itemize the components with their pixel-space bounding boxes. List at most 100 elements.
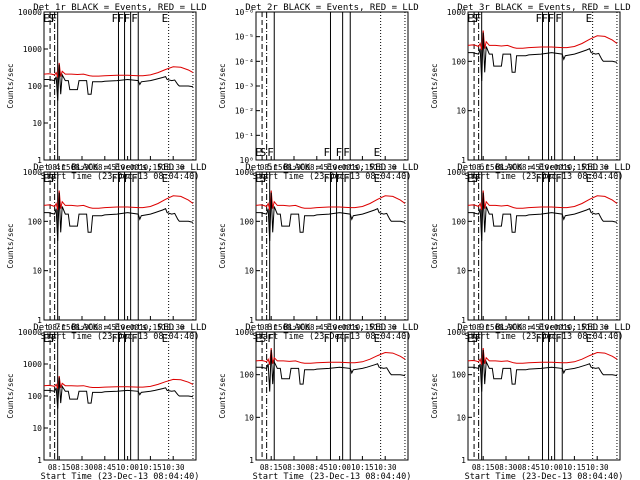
marker-label: F [111, 332, 118, 345]
x-tick-label: 10:15 [351, 463, 374, 472]
marker-label: S [48, 12, 55, 25]
series-events-line [256, 192, 406, 242]
x-tick-label: 10:00 [328, 323, 351, 332]
plot-frame [43, 11, 197, 161]
marker-label: E [255, 332, 262, 345]
x-tick-label: 08:45 [94, 163, 117, 172]
series-events-line [44, 192, 194, 242]
marker-label: E [43, 12, 50, 25]
panel-6: Det 6r BLACK = Events, RED = LLD 1 10 100 10… [430, 163, 631, 342]
marker-label: F [336, 332, 343, 345]
x-tick-label: 08:15 [48, 463, 71, 472]
y-tick-label: 1000 [447, 168, 466, 177]
series-lld-line [44, 190, 194, 211]
x-tick-label: 10:00 [328, 463, 351, 472]
panel-5: Det 5r BLACK = Events, RED = LLD 1 10 100 10… [218, 163, 419, 342]
y-tick-label: 10⁻⁵ [235, 33, 254, 42]
x-tick-label: 10:30 [374, 323, 397, 332]
y-axis-label: Counts/sec [218, 63, 227, 108]
x-tick-label: 08:15 [472, 323, 495, 332]
y-tick-label: 1000 [447, 328, 466, 337]
x-tick-label: 08:15 [472, 163, 495, 172]
marker-label: E [43, 172, 50, 185]
y-tick-label: 10⁻⁶ [235, 8, 254, 17]
marker-label: F [323, 172, 330, 185]
series-events-line [468, 192, 618, 242]
marker-label: F [131, 12, 138, 25]
y-axis-label: Counts/sec [218, 373, 227, 418]
marker-label: F [131, 172, 138, 185]
marker-label: F [548, 332, 555, 345]
y-tick-label: 1000 [447, 8, 466, 17]
marker-label: F [542, 12, 549, 25]
y-tick-label: 10 [32, 119, 42, 128]
x-tick-label: 10:30 [586, 163, 609, 172]
x-tick-label: 10:15 [351, 323, 374, 332]
series-lld-line [468, 30, 618, 51]
x-axis-label: Start Time (23-Dec-13 08:04:40) [465, 332, 624, 342]
panel-title: Det 4r BLACK = Events, RED = LLD [33, 163, 206, 173]
x-tick-label: 10:30 [586, 463, 609, 472]
marker-label: E [586, 12, 593, 25]
marker-label: E [374, 172, 381, 185]
y-tick-label: 1000 [235, 168, 254, 177]
y-tick-label: 1000 [23, 168, 42, 177]
marker-label: F [124, 332, 131, 345]
marker-label: S [472, 172, 479, 185]
y-tick-label: 1000 [235, 328, 254, 337]
x-tick-label: 10:00 [116, 163, 139, 172]
y-tick-label: 100 [240, 371, 255, 380]
x-tick-label: 10:30 [374, 163, 397, 172]
marker-label: E [586, 172, 593, 185]
y-tick-label: 1 [461, 316, 466, 325]
marker-label: E [374, 332, 381, 345]
plot-frame [43, 171, 197, 321]
x-tick-label: 08:45 [94, 463, 117, 472]
marker-label: F [51, 12, 58, 25]
marker-label: E [255, 146, 262, 159]
plot-frame [255, 331, 409, 461]
marker-label: F [118, 332, 125, 345]
marker-label: F [475, 12, 482, 25]
plot-frame [467, 171, 621, 321]
marker-label: F [475, 172, 482, 185]
x-tick-label: 08:15 [260, 163, 283, 172]
panel-4: Det 4r BLACK = Events, RED = LLD 1 10 100 10… [6, 163, 207, 342]
x-tick-label: 08:45 [306, 323, 329, 332]
x-tick-label: 08:30 [283, 163, 306, 172]
marker-label: F [535, 12, 542, 25]
y-axis-label: Counts/sec [6, 373, 15, 418]
marker-label: F [330, 172, 337, 185]
y-tick-label: 10 [32, 267, 42, 276]
marker-label: F [124, 12, 131, 25]
x-tick-label: 08:45 [518, 463, 541, 472]
y-tick-label: 100 [240, 217, 255, 226]
marker-label: F [542, 332, 549, 345]
x-tick-label: 10:30 [162, 463, 185, 472]
marker-label: F [548, 12, 555, 25]
panel-9: Det 9r BLACK = Events, RED = LLD 1 10 100 10… [430, 323, 631, 480]
y-tick-label: 1000 [23, 360, 42, 369]
x-axis-label: Start Time (23-Dec-13 08:04:40) [465, 172, 624, 182]
marker-label: E [467, 332, 474, 345]
marker-label: F [51, 172, 58, 185]
marker-label: F [548, 172, 555, 185]
x-tick-label: 08:30 [283, 463, 306, 472]
marker-label: F [555, 12, 562, 25]
series-lld-line [468, 348, 618, 365]
marker-label: F [111, 172, 118, 185]
x-tick-label: 10:00 [540, 463, 563, 472]
series-events-line [468, 349, 618, 392]
x-tick-label: 08:30 [495, 323, 518, 332]
x-tick-label: 10:15 [139, 163, 162, 172]
series-lld-line [44, 376, 194, 389]
x-axis-label: Start Time (23-Dec-13 08:04:40) [253, 472, 412, 480]
marker-label: F [475, 332, 482, 345]
marker-label: F [323, 332, 330, 345]
panel-title: Det 9r BLACK = Events, RED = LLD [457, 323, 630, 333]
x-tick-label: 08:45 [306, 163, 329, 172]
y-tick-label: 1000 [23, 45, 42, 54]
y-tick-label: 10⁻² [235, 107, 254, 116]
plot-frame [467, 11, 621, 161]
